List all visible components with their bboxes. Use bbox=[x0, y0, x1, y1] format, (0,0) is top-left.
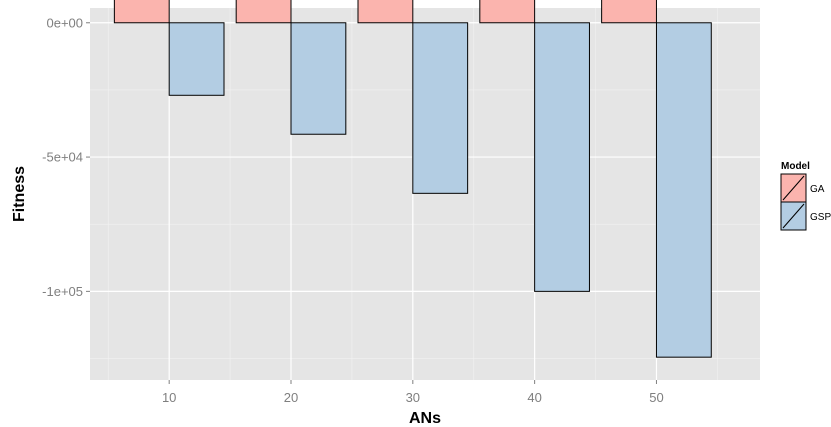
y-axis-title: Fitness bbox=[11, 166, 28, 222]
legend-label-gsp: GSP bbox=[810, 212, 831, 223]
x-axis-title: ANs bbox=[409, 410, 441, 427]
legend-key-slash bbox=[782, 175, 805, 201]
y-tick-label: -1e+05 bbox=[42, 284, 83, 299]
x-tick-label: 20 bbox=[284, 390, 298, 405]
y-tick-label: 0e+00 bbox=[46, 15, 83, 30]
y-axis-ticks: 5e+040e+00-5e+04-1e+05 bbox=[42, 15, 90, 299]
legend-key-slash bbox=[782, 203, 805, 229]
x-tick-label: 50 bbox=[649, 390, 663, 405]
y-tick-label: -5e+04 bbox=[42, 150, 83, 165]
bar-gsp-30 bbox=[412, 22, 469, 194]
bar-ga-40 bbox=[479, 0, 536, 24]
legend: Model GA GSP bbox=[780, 161, 831, 231]
bar-ga-10 bbox=[113, 0, 170, 24]
bar-ga-50 bbox=[601, 0, 657, 24]
x-tick-label: 10 bbox=[162, 390, 176, 405]
x-tick-label: 30 bbox=[406, 390, 420, 405]
bar-ga-20 bbox=[235, 0, 292, 24]
bar-gsp-40 bbox=[534, 22, 590, 292]
bar-gsp-20 bbox=[290, 22, 347, 135]
legend-title: Model bbox=[781, 161, 810, 172]
bar-gsp-10 bbox=[168, 22, 225, 96]
bars bbox=[113, 0, 712, 358]
x-tick-label: 40 bbox=[527, 390, 541, 405]
x-axis-ticks: 10 20 30 40 50 bbox=[162, 380, 664, 405]
legend-label-ga: GA bbox=[810, 184, 825, 195]
bar-ga-30 bbox=[357, 0, 414, 24]
bar-gsp-50 bbox=[655, 22, 712, 358]
